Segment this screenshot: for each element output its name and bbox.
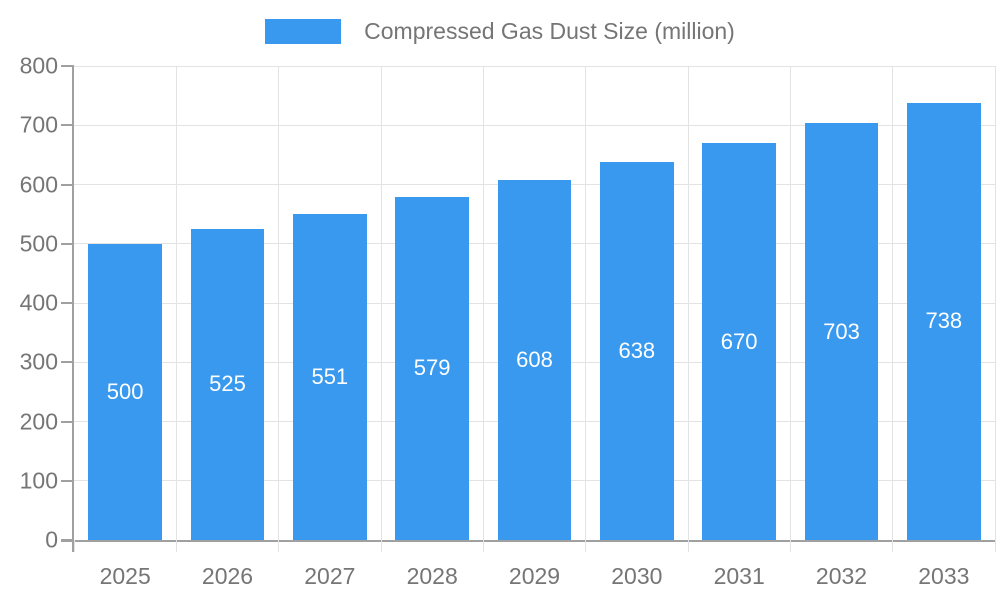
- gridline-vertical: [175, 66, 177, 540]
- bar-value-label: 551: [311, 363, 349, 389]
- y-axis-tick: [61, 183, 74, 186]
- x-axis-tick-label: 2025: [99, 563, 151, 589]
- y-axis-tick: [61, 420, 74, 423]
- bar-value-label: 579: [413, 355, 451, 381]
- bar-2032[interactable]: 703: [804, 123, 879, 540]
- legend[interactable]: Compressed Gas Dust Size (million): [0, 18, 1000, 45]
- x-axis-tick: [175, 540, 177, 552]
- y-axis-tick-label: 300: [19, 348, 58, 375]
- x-axis-tick: [380, 540, 382, 552]
- gridline-vertical: [892, 66, 894, 540]
- bar-value-label: 608: [516, 346, 553, 372]
- gridline-vertical: [789, 66, 791, 540]
- x-axis-tick: [482, 540, 484, 552]
- bar-2027[interactable]: 551: [292, 213, 367, 540]
- y-axis-tick: [61, 65, 74, 67]
- bar-value-label: 638: [618, 338, 656, 363]
- bar-2033[interactable]: 738: [906, 102, 981, 540]
- y-axis-tick: [61, 479, 74, 482]
- y-axis-tick: [61, 124, 74, 127]
- bar-value-label: 670: [720, 328, 758, 354]
- gridline-vertical: [687, 66, 689, 540]
- legend-label: Compressed Gas Dust Size (million): [364, 18, 735, 44]
- bar-2030[interactable]: 638: [599, 162, 674, 540]
- y-axis-tick-label: 600: [19, 171, 58, 197]
- x-axis-tick: [585, 540, 587, 552]
- x-axis-tick-label: 2027: [304, 563, 356, 589]
- x-axis-tick-label: 2026: [201, 563, 254, 589]
- bar-2025[interactable]: 500: [88, 243, 162, 540]
- gridline-horizontal: [74, 124, 995, 126]
- x-axis-tick-label: 2032: [815, 563, 868, 589]
- y-axis-tick-label: 0: [45, 526, 58, 553]
- bar-2028[interactable]: 579: [395, 196, 469, 540]
- x-axis-tick: [789, 540, 791, 552]
- bar-2029[interactable]: 608: [497, 179, 572, 540]
- x-axis-line: [61, 540, 995, 542]
- gridline-vertical: [994, 66, 996, 540]
- legend-swatch-icon: [265, 19, 342, 44]
- gridline-vertical: [482, 66, 484, 540]
- x-axis-tick-label: 2031: [713, 563, 765, 589]
- gridline-horizontal: [74, 65, 995, 67]
- y-axis-tick: [61, 302, 74, 304]
- x-axis-tick: [892, 540, 894, 552]
- x-axis-tick: [994, 540, 996, 552]
- x-axis-tick-label: 2030: [611, 563, 663, 589]
- bar-value-label: 500: [106, 378, 144, 404]
- x-axis-tick-label: 2033: [918, 563, 970, 589]
- gridline-vertical: [380, 66, 382, 540]
- bar-2026[interactable]: 525: [190, 228, 265, 540]
- y-axis-tick-label: 800: [19, 52, 58, 79]
- bar-2031[interactable]: 670: [702, 143, 776, 540]
- y-axis-tick-label: 100: [19, 467, 58, 494]
- x-axis-tick: [687, 540, 689, 552]
- y-axis-tick: [61, 539, 74, 541]
- bar-value-label: 738: [925, 308, 963, 334]
- bar-value-label: 525: [209, 371, 246, 397]
- x-axis-tick-label: 2029: [508, 563, 561, 589]
- y-axis-line: [72, 66, 74, 552]
- y-axis-tick-label: 200: [19, 408, 58, 434]
- plot-area: 500 525 551 579 608 638 670 703 738: [61, 65, 996, 552]
- y-axis-tick: [61, 361, 74, 364]
- y-axis-tick-label: 700: [19, 111, 58, 138]
- y-axis-tick-label: 400: [19, 289, 58, 316]
- gridline-vertical: [585, 66, 587, 540]
- gridline-vertical: [278, 66, 280, 540]
- x-axis-tick: [278, 540, 280, 552]
- y-axis-tick-label: 500: [19, 230, 58, 257]
- x-axis-tick: [73, 540, 75, 552]
- y-axis-labels: 0 100 200 300 400 500 600 700 800: [0, 0, 58, 600]
- bar-value-label: 703: [823, 318, 860, 344]
- y-axis-tick: [61, 242, 74, 245]
- x-axis-tick-label: 2028: [406, 563, 458, 589]
